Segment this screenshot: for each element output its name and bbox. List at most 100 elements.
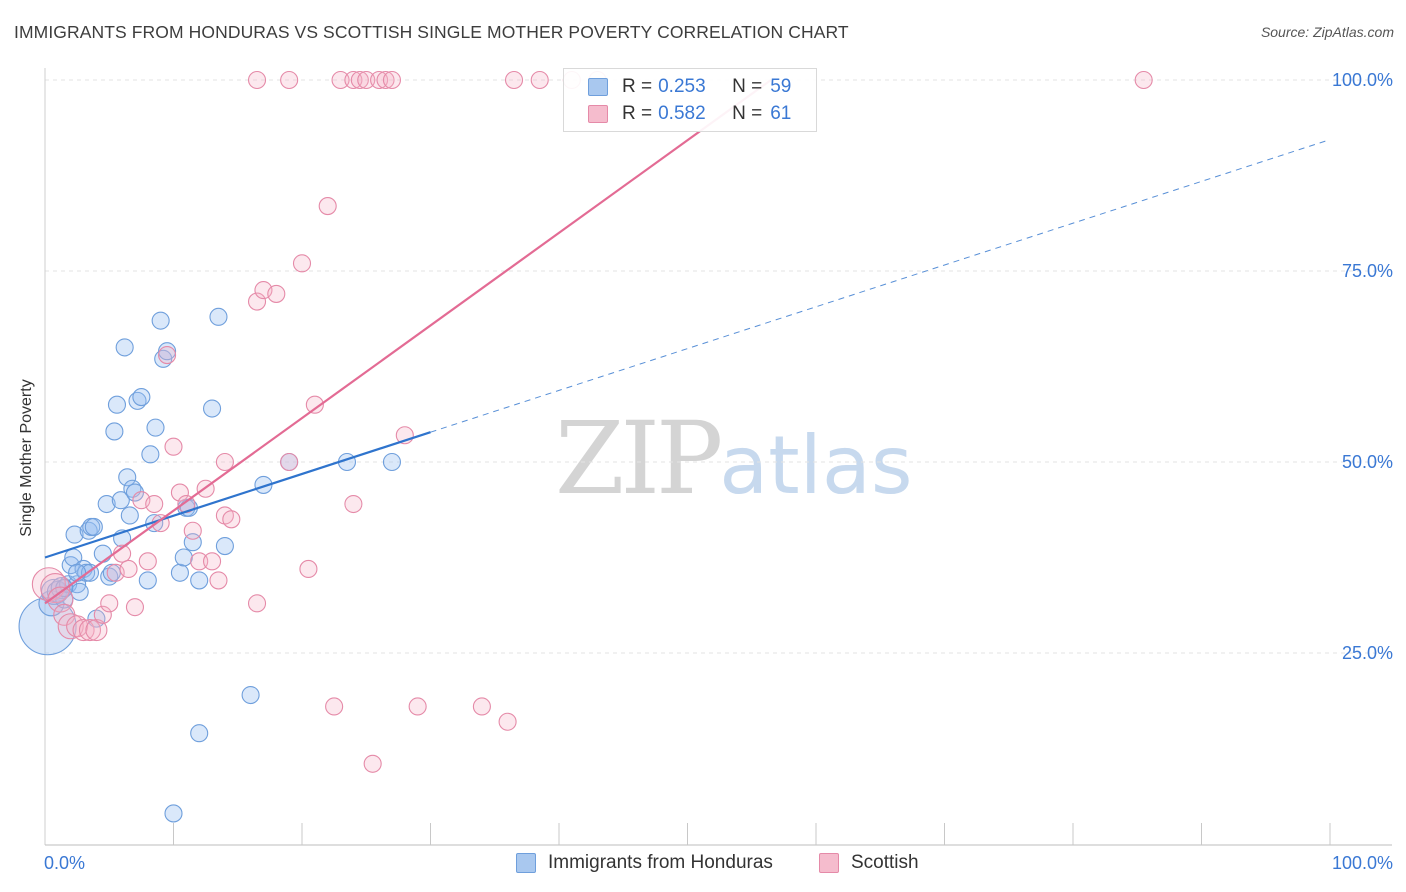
- point-scottish: [158, 345, 177, 365]
- watermark: ZIPatlas: [555, 400, 913, 517]
- point-honduras: [158, 342, 177, 361]
- point-scottish: [363, 754, 382, 773]
- point-honduras: [146, 418, 165, 437]
- point-honduras: [382, 452, 402, 472]
- legend-n-value: 61: [770, 103, 792, 124]
- y-axis-label: Single Mother Poverty: [18, 379, 35, 537]
- point-honduras: [111, 491, 130, 510]
- watermark-atlas: atlas: [719, 419, 913, 512]
- point-honduras: [174, 548, 193, 567]
- legend-n-value: 59: [770, 76, 792, 97]
- point-honduras: [107, 395, 127, 414]
- legend-n-label: N =: [732, 76, 763, 97]
- point-scottish: [498, 712, 517, 731]
- point-scottish: [119, 559, 138, 579]
- point-scottish: [215, 452, 234, 472]
- point-scottish: [299, 559, 318, 579]
- point-honduras: [151, 311, 170, 330]
- legend-r-value: 0.253: [658, 76, 706, 97]
- y-tick-label-100: 100.0%: [1332, 70, 1393, 90]
- legend-swatch-honduras: [588, 78, 608, 96]
- legend-r-label: R =: [622, 103, 653, 124]
- trendline-scottish: [44, 79, 772, 605]
- point-scottish: [66, 615, 89, 638]
- point-scottish: [145, 494, 164, 514]
- point-scottish: [344, 70, 363, 90]
- point-scottish: [222, 510, 241, 529]
- point-scottish: [408, 697, 427, 716]
- legend-row-honduras: R = 0.253 N = 59: [588, 74, 791, 100]
- point-honduras: [120, 506, 139, 525]
- point-honduras: [93, 544, 112, 563]
- point-honduras: [65, 525, 84, 544]
- legend-item-scottish[interactable]: Scottish: [819, 852, 919, 874]
- trendline-honduras-extension: [430, 139, 1331, 433]
- point-scottish: [164, 437, 183, 456]
- point-scottish: [125, 598, 144, 617]
- x-tick-label-0: 0.0%: [44, 853, 85, 873]
- watermark-zip: ZIP: [555, 400, 723, 517]
- point-scottish: [203, 552, 222, 571]
- point-scottish: [504, 70, 524, 90]
- point-honduras: [190, 571, 209, 590]
- point-scottish: [100, 594, 119, 613]
- point-scottish: [57, 613, 84, 640]
- point-honduras: [102, 563, 121, 582]
- legend-row-scottish: R = 0.582 N = 61: [588, 101, 791, 127]
- point-scottish: [247, 292, 267, 311]
- point-scottish: [344, 494, 363, 514]
- point-scottish: [1134, 70, 1153, 90]
- point-scottish: [357, 70, 376, 90]
- point-honduras: [164, 804, 183, 823]
- y-tick-label-75: 75.0%: [1342, 261, 1393, 281]
- point-honduras: [84, 517, 103, 536]
- x-tick-label-100: 100.0%: [1332, 853, 1393, 873]
- point-honduras: [70, 582, 89, 601]
- legend-swatch-honduras: [516, 853, 536, 873]
- legend-label-honduras: Immigrants from Honduras: [548, 852, 773, 873]
- point-honduras: [254, 475, 273, 494]
- point-honduras: [68, 563, 87, 582]
- legend-swatch-scottish: [819, 853, 839, 873]
- legend-r-value: 0.582: [658, 103, 706, 124]
- point-honduras: [141, 445, 160, 464]
- point-scottish: [376, 70, 395, 90]
- chart-title: IMMIGRANTS FROM HONDURAS VS SCOTTISH SIN…: [14, 22, 849, 42]
- legend-label-scottish: Scottish: [851, 852, 919, 873]
- point-honduras: [170, 563, 189, 582]
- legend-r-label: R =: [622, 76, 653, 97]
- point-scottish: [170, 483, 189, 502]
- point-scottish: [247, 70, 267, 90]
- point-scottish: [247, 594, 267, 613]
- point-scottish: [530, 70, 549, 90]
- y-tick-label-25: 25.0%: [1342, 643, 1393, 663]
- point-scottish: [472, 697, 491, 716]
- point-honduras: [105, 422, 124, 441]
- source-label: Source: ZipAtlas.com: [1260, 24, 1394, 40]
- point-scottish: [305, 395, 324, 414]
- point-scottish: [78, 619, 102, 642]
- point-honduras: [138, 571, 157, 590]
- legend-item-honduras[interactable]: Immigrants from Honduras: [516, 852, 773, 874]
- point-scottish: [370, 70, 389, 90]
- point-scottish: [318, 197, 337, 216]
- point-scottish: [331, 70, 350, 90]
- point-honduras: [132, 388, 151, 407]
- point-scottish: [93, 605, 112, 624]
- point-honduras: [241, 685, 260, 705]
- point-scottish: [72, 619, 95, 642]
- point-honduras: [118, 468, 137, 487]
- point-scottish: [267, 284, 286, 303]
- point-honduras: [125, 483, 144, 502]
- point-honduras: [97, 494, 116, 514]
- point-honduras: [215, 536, 234, 556]
- point-scottish: [209, 571, 228, 590]
- trendline-honduras: [44, 431, 431, 559]
- point-scottish: [382, 70, 402, 90]
- series-legend: Immigrants from Honduras Scottish: [0, 852, 1406, 878]
- point-scottish: [280, 452, 299, 472]
- point-honduras: [209, 307, 228, 326]
- point-honduras: [115, 338, 134, 357]
- point-honduras: [190, 724, 209, 743]
- point-scottish: [47, 586, 74, 613]
